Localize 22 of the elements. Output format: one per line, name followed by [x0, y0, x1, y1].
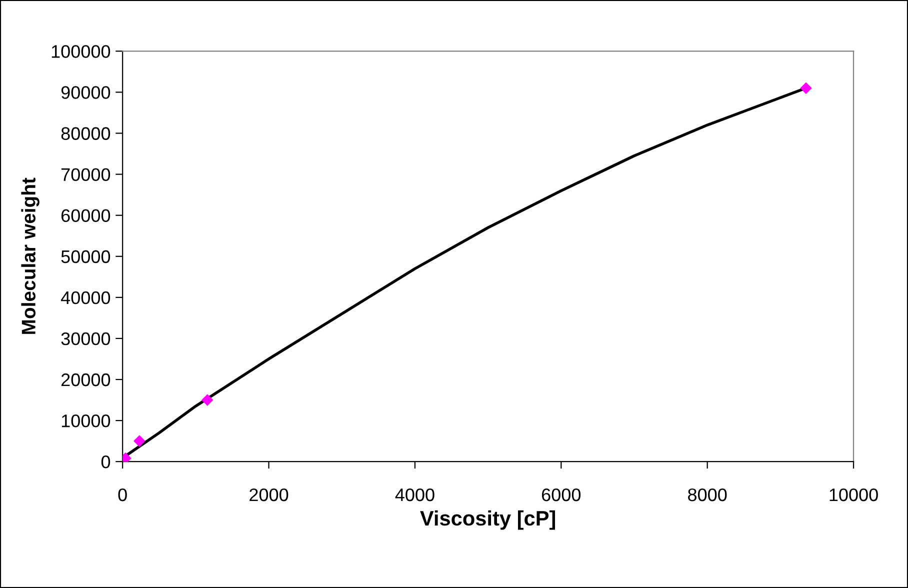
x-tick-label: 10000	[830, 488, 878, 502]
y-tick-label: 80000	[61, 127, 110, 140]
y-tick-label: 20000	[61, 373, 110, 386]
y-tick-label: 50000	[61, 250, 110, 264]
y-tick-label: 10000	[62, 414, 110, 428]
x-axis-title: Viscosity [cP]	[420, 510, 556, 530]
y-tick-label: 40000	[60, 291, 110, 304]
y-tick-label: 0	[101, 456, 110, 468]
point	[201, 394, 214, 406]
x-tick-label: 6000	[542, 488, 581, 502]
point	[134, 435, 146, 447]
y-tick-label: 70000	[61, 168, 110, 182]
y-tick-label: 60000	[61, 209, 110, 222]
y-tick-label: 100000	[52, 45, 110, 58]
x-tick-label: 4000	[395, 488, 434, 502]
x-tick-label: 8000	[688, 488, 727, 502]
point	[800, 82, 812, 94]
x-tick-label: 0	[118, 488, 127, 502]
y-axis-title: Molecular weight	[21, 178, 40, 334]
y-tick-label: 30000	[61, 332, 110, 346]
y-tick-label: 90000	[61, 86, 110, 99]
x-tick-label: 2000	[250, 488, 288, 502]
